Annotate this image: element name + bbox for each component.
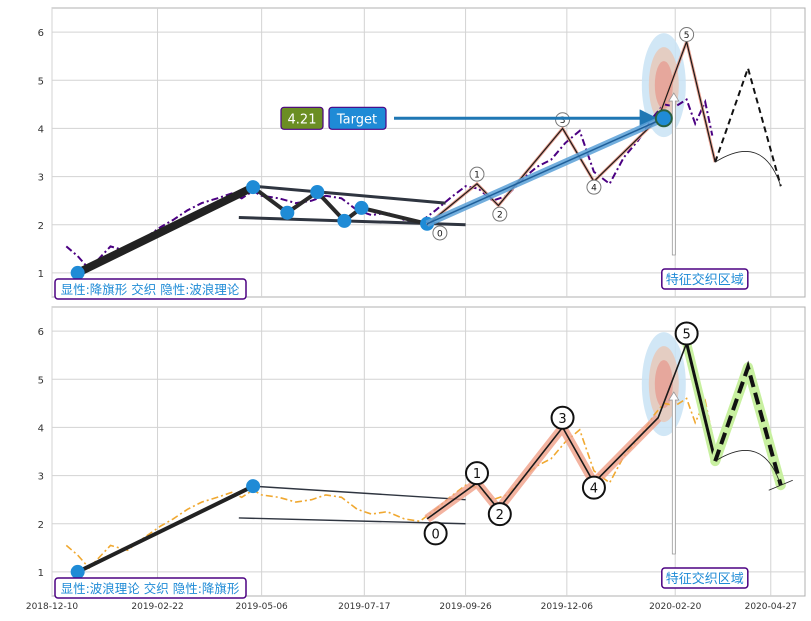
- wave-label-circle: [464, 461, 489, 486]
- flag-boundary-line: [253, 485, 466, 501]
- zone-label-text: 特征交织区域: [666, 571, 744, 587]
- x-tick-label: 2019-05-06: [235, 602, 288, 612]
- y-tick-label: 2: [38, 221, 44, 232]
- zone-label-text: 特征交织区域: [666, 272, 744, 288]
- wave-label-circle: [550, 405, 575, 430]
- y-tick-label: 2: [38, 520, 44, 531]
- y-tick-label: 6: [38, 28, 44, 39]
- y-tick-label: 6: [38, 327, 44, 338]
- target-label-box: [328, 106, 387, 130]
- wave-label-3: 3: [560, 116, 566, 126]
- wave-label-circle: [581, 475, 606, 500]
- pattern-point: [70, 265, 85, 280]
- wave-label-circle: [586, 179, 602, 195]
- panel-bottom: 1 2 3 4 5 6 2018-12-10 2019-02-22 2019-05-06 2019…: [26, 306, 806, 612]
- y-tick-label: 1: [38, 269, 44, 280]
- x-tick-label: 2019-12-06: [541, 602, 594, 612]
- wave-label-2: 2: [497, 211, 503, 221]
- legend-box-text: 显性:降旗形 交织 隐性:波浪理论: [61, 282, 240, 297]
- target-projection-core: [426, 117, 665, 225]
- target-value-text: 4.21: [288, 112, 317, 127]
- y-tick-label: 4: [38, 423, 44, 434]
- y-tick-label: 1: [38, 568, 44, 579]
- flag-boundary-line: [252, 184, 446, 205]
- target-label-text: Target: [336, 112, 377, 127]
- zone-arrow: [668, 391, 680, 555]
- wave-label-2: 2: [496, 508, 504, 523]
- wave-label-1: 1: [473, 467, 481, 482]
- x-tick-label: 2019-02-22: [131, 602, 183, 612]
- legend-box-frame: [54, 278, 247, 300]
- zone-arrow: [668, 92, 680, 256]
- flag-pole-line: [76, 484, 254, 574]
- wave-label-3: 3: [558, 412, 566, 427]
- wave-label-4: 4: [591, 184, 597, 194]
- x-tick-label: 2020-04-27: [745, 602, 797, 612]
- interaction-zone: [654, 61, 673, 110]
- legend-box: 显性:波浪理论 交织 隐性:降旗形: [54, 577, 247, 599]
- flag-pattern-line: [251, 185, 428, 226]
- wave-label-circle: [492, 206, 508, 222]
- y-tick-label: 3: [38, 173, 44, 184]
- wave-label-5: 5: [682, 327, 690, 342]
- x-tick-label: 2019-07-17: [338, 602, 390, 612]
- plot-area: [51, 7, 806, 298]
- y-tick-label: 5: [38, 76, 44, 87]
- pattern-point: [280, 205, 295, 220]
- wave-label-circle: [674, 321, 699, 346]
- pattern-point: [310, 184, 325, 199]
- price-series-line: [65, 397, 714, 570]
- wave-label-0: 0: [437, 229, 443, 239]
- y-tick-label: 3: [38, 472, 44, 483]
- legend-box-frame: [54, 577, 247, 599]
- projection-tick: [768, 479, 793, 491]
- legend-box: 显性:降旗形 交织 隐性:波浪理论: [54, 278, 247, 300]
- x-tick-label: 2019-09-26: [439, 602, 492, 612]
- projection-line: [714, 64, 782, 187]
- pattern-point: [246, 180, 261, 195]
- zone-label-box: [661, 567, 749, 589]
- pattern-point: [70, 564, 85, 579]
- flag-pole-line: [73, 183, 258, 277]
- legend-box-text: 显性:波浪理论 交织 隐性:降旗形: [61, 581, 240, 596]
- flag-boundary-line: [238, 517, 466, 525]
- pattern-point: [246, 479, 261, 494]
- projection-line: [713, 360, 783, 486]
- zone-label-box: [661, 268, 749, 290]
- wave-label-circle: [469, 166, 485, 182]
- wave-label-5: 5: [684, 31, 690, 41]
- wave-label-1: 1: [474, 171, 480, 181]
- y-tick-label: 5: [38, 375, 44, 386]
- pattern-point: [337, 213, 352, 228]
- wave-label-0: 0: [431, 527, 439, 542]
- target-point: [654, 109, 673, 128]
- projection-arc: [714, 450, 782, 486]
- y-tick-label: 4: [38, 124, 44, 135]
- wave-label-4: 4: [590, 482, 598, 497]
- wave-label-circle: [679, 26, 695, 42]
- wave-label-circle: [432, 225, 448, 241]
- pattern-point: [354, 200, 369, 215]
- interaction-zone: [654, 360, 673, 409]
- zone-label: 特征交织区域: [661, 268, 749, 290]
- target-annotation: 4.21 Target: [280, 106, 673, 227]
- wave-label-circle: [487, 502, 512, 527]
- zone-label: 特征交织区域: [661, 567, 749, 589]
- wave-label-circle: [423, 521, 448, 546]
- x-tick-label: 2018-12-10: [26, 602, 79, 612]
- projection-arc: [714, 151, 782, 187]
- wave-path-line: [685, 342, 717, 462]
- target-value-box: [280, 106, 324, 130]
- x-tick-label: 2020-02-20: [649, 602, 702, 612]
